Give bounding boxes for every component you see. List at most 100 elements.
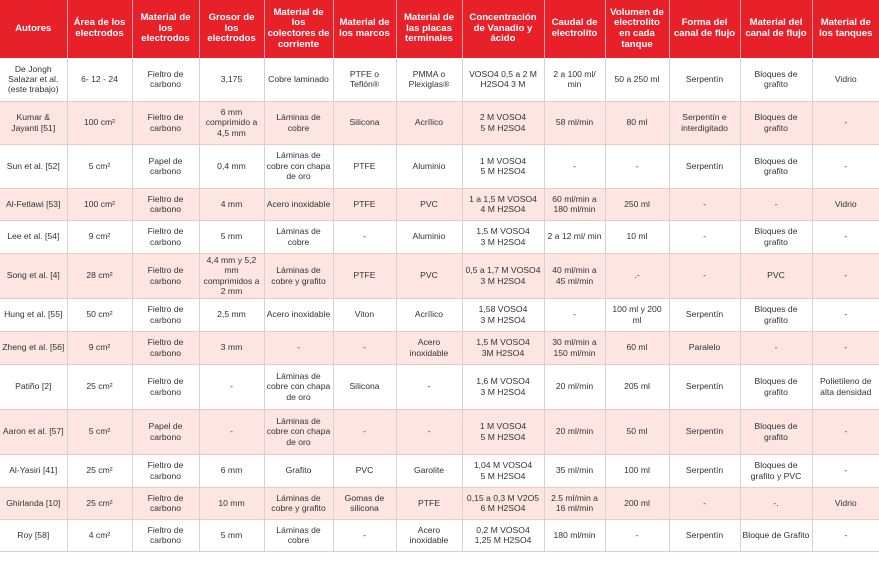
cell-colectores: Láminas de cobre y grafito [264,487,334,520]
cell-caudal: 2 a 100 ml/ min [544,58,606,102]
cell-material-canal: Bloques de grafito [740,409,813,455]
cell-area: 25 cm² [67,364,133,410]
cell-forma-canal: Serpentín [669,298,741,332]
cell-tanques: Vidrio [812,487,879,520]
cell-forma-canal: Serpentín [669,58,741,102]
cell-forma-canal: Serpentín e interdigitado [669,101,741,145]
cell-volumen: 10 ml [605,220,670,254]
cell-concentracion: 1,5 M VOSO4 3 M H2SO4 [462,220,545,254]
cell-volumen: .- [605,253,670,299]
cell-autores: Song et al. [4] [0,253,68,299]
cell-forma-canal: - [669,253,741,299]
cell-volumen: 200 ml [605,487,670,520]
cell-placas: Acero inoxidable [396,331,463,365]
cell-colectores: Láminas de cobre con chapa de oro [264,364,334,410]
table-row: Zheng et al. [56] 9 cm² Fieltro de carbono… [0,331,879,365]
cell-tanques: - [812,253,879,299]
header-row: Autores Área de los electrodos Material … [0,0,879,58]
cell-concentracion: 0,15 a 0,3 M V2O5 6 M H2SO4 [462,487,545,520]
cell-volumen: 50 ml [605,409,670,455]
cell-concentracion: VOSO4 0,5 a 2 M H2SO4 3 M [462,58,545,102]
table-row: Lee et al. [54] 9 cm² Fieltro de carbono 5 … [0,220,879,254]
header-autores: Autores [0,0,68,58]
cell-grosor: 3,175 [199,58,265,102]
cell-area: 5 cm² [67,409,133,455]
cell-colectores: Acero inoxidable [264,188,334,221]
header-material-placas: Material de las placas terminales [396,0,463,58]
cell-autores: Aaron et al. [57] [0,409,68,455]
cell-concentracion: 1,04 M VOSO4 5 M H2SO4 [462,454,545,488]
cell-grosor: - [199,364,265,410]
cell-marcos: PTFE [333,253,397,299]
header-concentracion: Concentración de Vanadio y ácido [462,0,545,58]
cell-placas: Acrílico [396,298,463,332]
cell-caudal: 30 ml/min a 150 ml/min [544,331,606,365]
cell-placas: Acrílico [396,101,463,145]
cell-placas: - [396,364,463,410]
cell-grosor: 5 mm [199,519,265,552]
cell-caudal: 180 ml/min [544,519,606,552]
cell-placas: PVC [396,253,463,299]
cell-marcos: PVC [333,454,397,488]
cell-colectores: Grafito [264,454,334,488]
cell-concentracion: 1 M VOSO4 5 M H2SO4 [462,144,545,189]
cell-material-canal: Bloques de grafito y PVC [740,454,813,488]
cell-marcos: PTFE [333,144,397,189]
cell-autores: Lee et al. [54] [0,220,68,254]
cell-forma-canal: - [669,487,741,520]
cell-area: 25 cm² [67,487,133,520]
cell-grosor: 10 mm [199,487,265,520]
cell-placas: Aluminio [396,220,463,254]
table-row: Al-Fetlawi [53] 100 cm² Fieltro de carbono… [0,188,879,221]
cell-autores: Patiño [2] [0,364,68,410]
cell-caudal: 2 a 12 ml/ min [544,220,606,254]
cell-colectores: Láminas de cobre [264,101,334,145]
cell-marcos: - [333,409,397,455]
cell-autores: Sun et al. [52] [0,144,68,189]
cell-placas: PTFE [396,487,463,520]
cell-tanques: Vidrio [812,58,879,102]
cell-material-canal: -. [740,487,813,520]
cell-placas: PMMA o Plexiglas® [396,58,463,102]
cell-volumen: - [605,519,670,552]
cell-autores: Hung et al. [55] [0,298,68,332]
cell-grosor: 5 mm [199,220,265,254]
cell-concentracion: 1,6 M VOSO4 3 M H2SO4 [462,364,545,410]
cell-grosor: 3 mm [199,331,265,365]
cell-marcos: PTFE o Teflón® [333,58,397,102]
cell-material-canal: - [740,331,813,365]
cell-forma-canal: Serpentín [669,519,741,552]
table-row: De Jongh Salazar et al. (este trabajo) 6-… [0,58,879,102]
cell-forma-canal: Serpentín [669,454,741,488]
cell-grosor: 0,4 mm [199,144,265,189]
cell-placas: PVC [396,188,463,221]
cell-concentracion: 0,5 a 1,7 M VOSO4 3 M H2SO4 [462,253,545,299]
header-material-tanques: Material de los tanques [812,0,879,58]
cell-material-electrodos: Fieltro de carbono [132,101,200,145]
header-material-marcos: Material de los marcos [333,0,397,58]
cell-area: 9 cm² [67,220,133,254]
cell-area: 100 cm² [67,188,133,221]
cell-caudal: - [544,144,606,189]
cell-colectores: - [264,331,334,365]
cell-forma-canal: Serpentín [669,409,741,455]
cell-area: 25 cm² [67,454,133,488]
cell-material-electrodos: Fieltro de carbono [132,364,200,410]
cell-tanques: - [812,101,879,145]
cell-area: 4 cm² [67,519,133,552]
cell-tanques: - [812,144,879,189]
cell-material-canal: Bloques de grafito [740,101,813,145]
cell-tanques: - [812,220,879,254]
table-row: Patiño [2] 25 cm² Fieltro de carbono - Lámin… [0,364,879,410]
cell-material-canal: Bloques de grafito [740,220,813,254]
cell-volumen: - [605,144,670,189]
table-body: De Jongh Salazar et al. (este trabajo) 6-… [0,58,879,552]
cell-marcos: Gomas de silicona [333,487,397,520]
table-row: Aaron et al. [57] 5 cm² Papel de carbono - L… [0,409,879,455]
cell-tanques: - [812,298,879,332]
cell-marcos: PTFE [333,188,397,221]
cell-colectores: Láminas de cobre [264,220,334,254]
cell-autores: Al-Yasiri [41] [0,454,68,488]
cell-autores: Ghirlanda [10] [0,487,68,520]
cell-forma-canal: - [669,220,741,254]
